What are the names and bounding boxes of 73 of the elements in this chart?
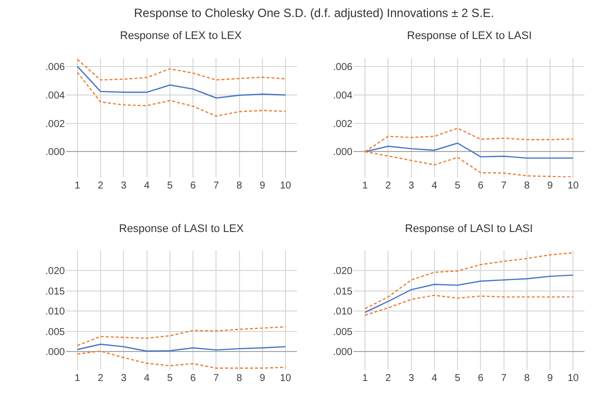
x-tick-label: 10 bbox=[280, 372, 292, 384]
x-tick-label: 3 bbox=[120, 180, 127, 192]
x-tick-label: 10 bbox=[568, 180, 580, 192]
x-tick-label: 3 bbox=[408, 180, 415, 192]
x-tick-label: 2 bbox=[385, 180, 392, 192]
y-tick-label: .000 bbox=[333, 147, 353, 158]
chart-title: Response of LEX to LEX bbox=[120, 30, 242, 42]
x-tick-label: 6 bbox=[478, 180, 484, 192]
chart-title: Response of LEX to LASI bbox=[407, 30, 532, 42]
y-tick-label: .010 bbox=[333, 306, 353, 318]
line-series bbox=[76, 72, 286, 117]
x-tick-label: 1 bbox=[362, 180, 368, 192]
x-tick-label: 10 bbox=[280, 180, 292, 192]
y-tick-label: .015 bbox=[333, 286, 353, 298]
y-tick-label: .005 bbox=[45, 326, 66, 338]
x-tick-label: 7 bbox=[501, 180, 508, 192]
line-series bbox=[364, 142, 574, 159]
x-tick-label: 10 bbox=[568, 372, 580, 384]
line-series bbox=[76, 66, 286, 99]
x-tick-label: 9 bbox=[547, 372, 554, 384]
x-tick-label: 7 bbox=[213, 372, 220, 384]
x-tick-label: 8 bbox=[524, 372, 530, 384]
line-series bbox=[76, 350, 286, 369]
x-tick-label: 4 bbox=[144, 180, 150, 192]
x-tick-label: 9 bbox=[260, 372, 266, 384]
x-tick-label: 8 bbox=[236, 180, 242, 192]
line-series bbox=[76, 326, 286, 346]
line-series bbox=[364, 274, 574, 313]
x-tick-label: 5 bbox=[167, 180, 174, 192]
y-tick-label: .005 bbox=[333, 326, 353, 338]
y-tick-label: .020 bbox=[333, 266, 353, 278]
y-tick-label: .002 bbox=[45, 118, 66, 130]
y-tick-label: .006 bbox=[333, 62, 353, 73]
y-tick-label: .000 bbox=[333, 347, 353, 358]
y-tick-label: .010 bbox=[45, 306, 66, 318]
x-tick-label: 3 bbox=[120, 372, 127, 384]
x-tick-label: 8 bbox=[524, 180, 530, 192]
x-tick-label: 9 bbox=[547, 180, 554, 192]
x-tick-label: 5 bbox=[454, 372, 461, 384]
x-tick-label: 7 bbox=[501, 372, 508, 384]
x-tick-label: 8 bbox=[236, 372, 242, 384]
x-tick-label: 1 bbox=[362, 372, 368, 384]
line-series bbox=[364, 294, 574, 316]
x-tick-label: 2 bbox=[98, 372, 104, 384]
x-tick-label: 5 bbox=[454, 180, 461, 192]
x-tick-label: 4 bbox=[432, 372, 438, 384]
y-tick-label: .000 bbox=[45, 147, 66, 158]
x-tick-label: 3 bbox=[408, 372, 415, 384]
x-tick-label: 5 bbox=[167, 372, 174, 384]
y-tick-label: .002 bbox=[333, 118, 353, 130]
x-tick-label: 1 bbox=[74, 372, 81, 384]
x-tick-label: 9 bbox=[260, 180, 266, 192]
y-tick-label: .004 bbox=[333, 90, 353, 102]
line-series bbox=[76, 58, 286, 81]
x-tick-label: 6 bbox=[190, 372, 196, 384]
x-tick-label: 6 bbox=[478, 372, 484, 384]
y-tick-label: .020 bbox=[45, 266, 66, 278]
x-tick-label: 2 bbox=[385, 372, 392, 384]
x-tick-label: 7 bbox=[213, 180, 220, 192]
x-tick-label: 2 bbox=[98, 180, 104, 192]
y-tick-label: .000 bbox=[45, 347, 66, 358]
y-tick-label: .006 bbox=[45, 62, 66, 73]
x-tick-label: 1 bbox=[74, 180, 81, 192]
x-tick-label: 4 bbox=[144, 372, 150, 384]
y-tick-label: .015 bbox=[45, 286, 66, 298]
y-tick-label: .004 bbox=[45, 90, 66, 102]
chart-title: Response of LASI to LASI bbox=[405, 223, 533, 235]
line-series bbox=[364, 252, 574, 310]
x-tick-label: 6 bbox=[190, 180, 196, 192]
chart-title: Response of LASI to LEX bbox=[119, 223, 244, 235]
x-tick-label: 4 bbox=[432, 180, 438, 192]
line-series bbox=[76, 344, 286, 352]
text: Response to Cholesky One S.D. (d.f. adjusted) Innovations ± 2 S.E. bbox=[134, 6, 494, 20]
